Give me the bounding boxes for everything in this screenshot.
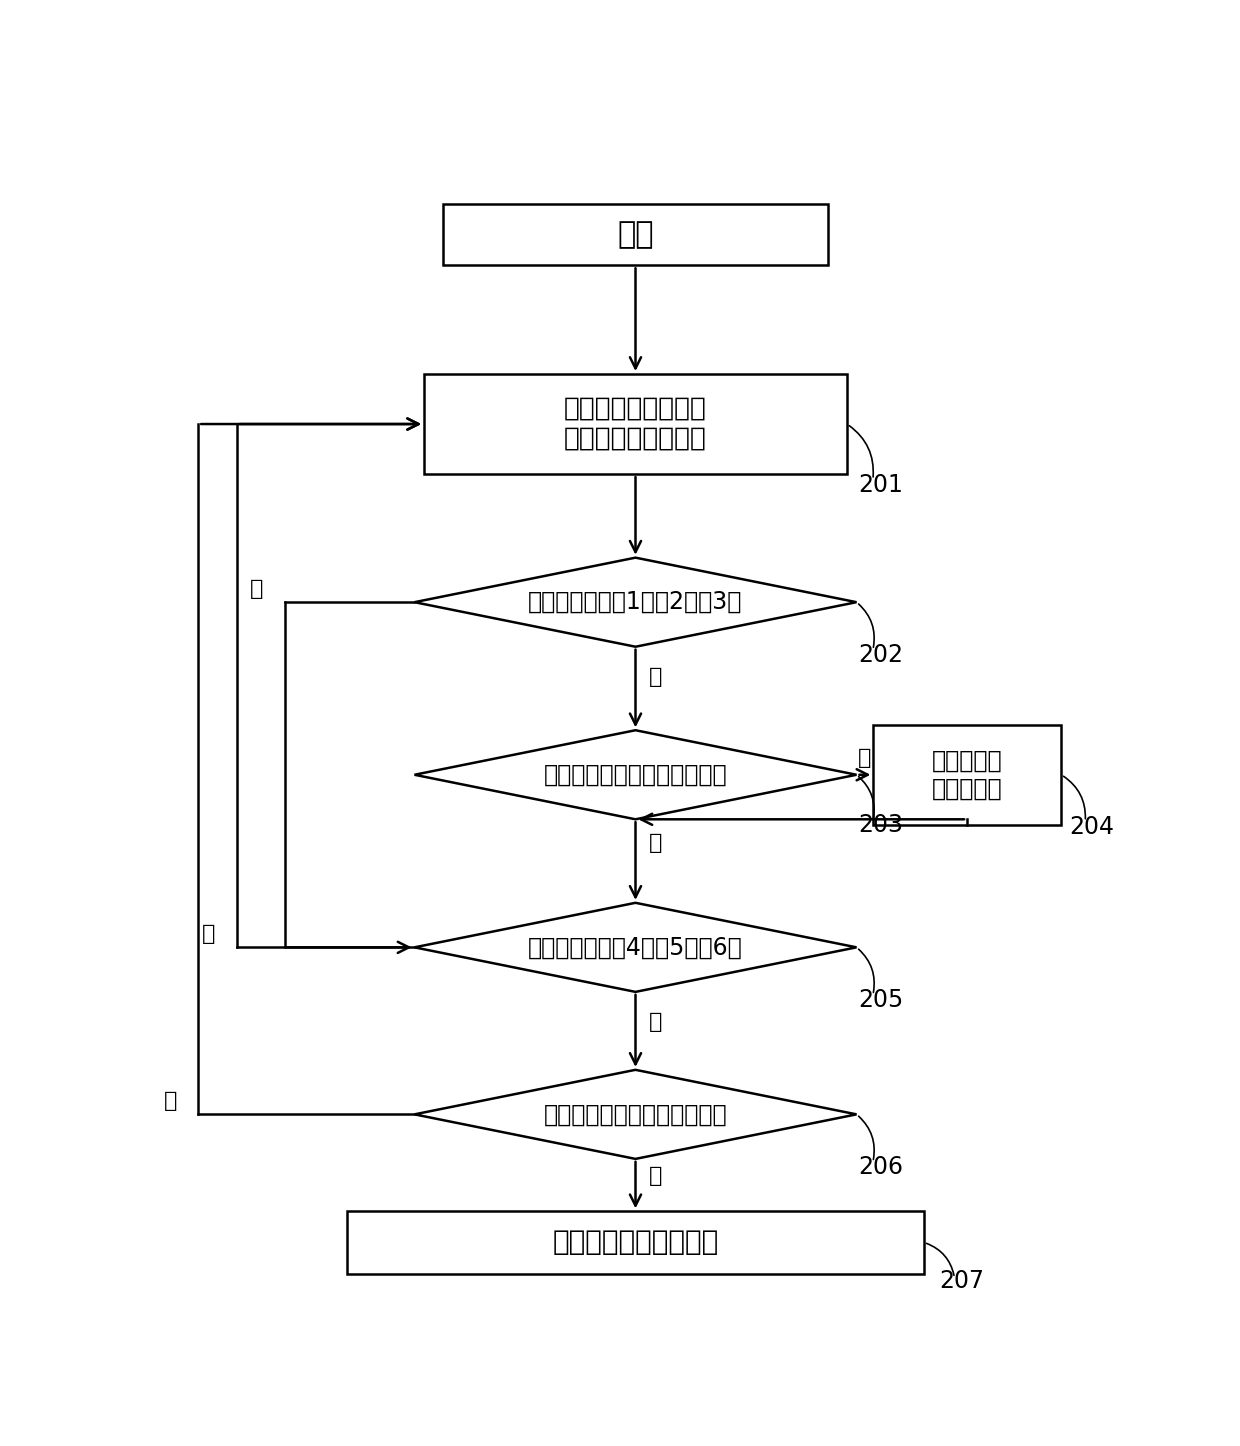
Text: 205: 205	[858, 988, 903, 1012]
Text: 206: 206	[858, 1155, 903, 1178]
Text: 将业务切换
到保护通道: 将业务切换 到保护通道	[931, 749, 1002, 801]
Text: 是: 是	[858, 748, 872, 768]
Polygon shape	[444, 204, 828, 266]
Text: 是否满足公式（1）（2）（3）: 是否满足公式（1）（2）（3）	[528, 590, 743, 615]
Text: 203: 203	[858, 813, 903, 837]
Text: 开始: 开始	[618, 220, 653, 249]
Polygon shape	[424, 375, 847, 474]
Text: 否: 否	[649, 833, 662, 853]
Text: 202: 202	[858, 642, 903, 667]
Polygon shape	[347, 1212, 924, 1274]
Text: 否: 否	[164, 1090, 177, 1111]
Text: 207: 207	[940, 1270, 985, 1293]
Polygon shape	[414, 1070, 857, 1158]
Polygon shape	[873, 724, 1060, 824]
Text: 将业务切换到工作通道: 将业务切换到工作通道	[552, 1229, 719, 1257]
Polygon shape	[414, 730, 857, 820]
Text: 否: 否	[202, 924, 216, 944]
Text: 是: 是	[649, 668, 662, 687]
Text: 监测工作通道和保护
通道的通道信号质量: 监测工作通道和保护 通道的通道信号质量	[564, 396, 707, 453]
Text: 否: 否	[250, 578, 264, 599]
Polygon shape	[414, 902, 857, 992]
Text: 当前使用通道是否为保护通道: 当前使用通道是否为保护通道	[543, 1102, 728, 1126]
Text: 是否满足公式（4）（5）（6）: 是否满足公式（4）（5）（6）	[528, 936, 743, 959]
Text: 204: 204	[1069, 816, 1115, 839]
Text: 201: 201	[858, 473, 903, 497]
Polygon shape	[414, 558, 857, 646]
Text: 当前使用通道是否为工作通道: 当前使用通道是否为工作通道	[543, 763, 728, 787]
Text: 是: 是	[649, 1012, 662, 1032]
Text: 是: 是	[649, 1165, 662, 1186]
